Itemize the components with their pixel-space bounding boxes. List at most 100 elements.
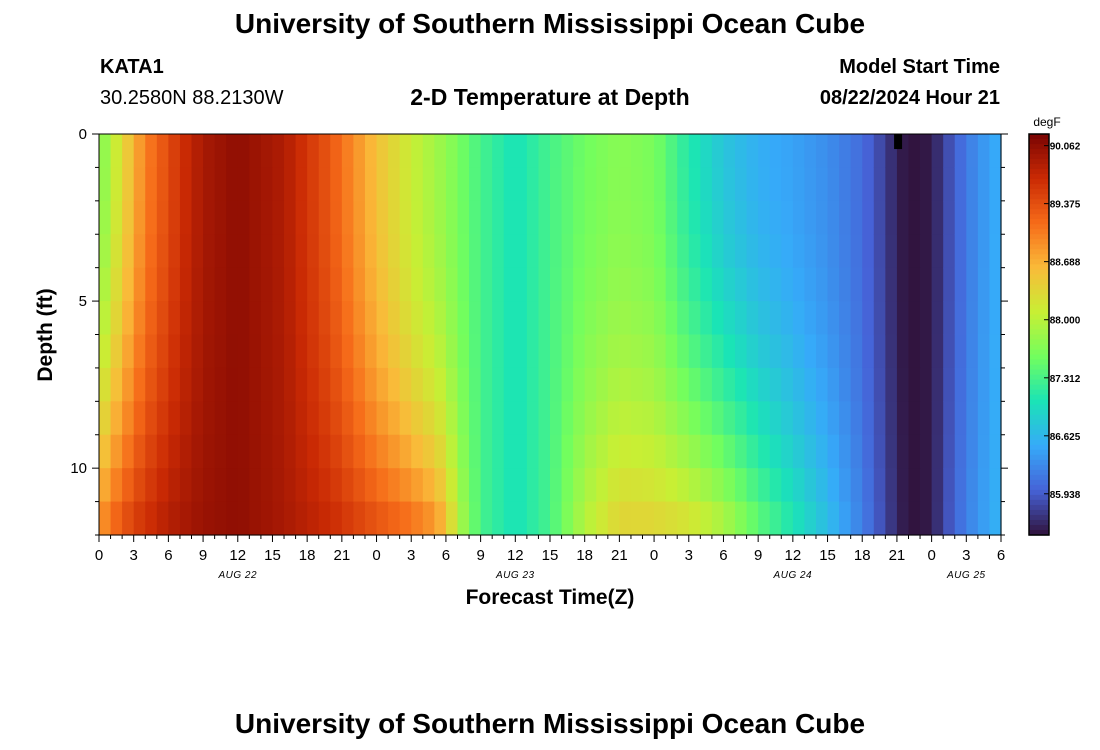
heatmap-cell: [688, 167, 701, 202]
heatmap-cell: [515, 301, 528, 336]
heatmap-cell: [203, 167, 216, 202]
heatmap-cell: [203, 134, 216, 169]
heatmap-cell: [746, 267, 759, 302]
heatmap-cell: [873, 501, 886, 536]
colorbar-cell: [1029, 234, 1049, 240]
heatmap-cell: [989, 134, 1002, 169]
heatmap-cell: [133, 167, 146, 202]
heatmap-cell: [815, 200, 829, 235]
heatmap-cell: [850, 200, 863, 235]
heatmap-cell: [781, 501, 794, 536]
heatmap-cell: [943, 501, 956, 536]
date-label: AUG 22: [217, 570, 257, 581]
heatmap-cell: [179, 200, 193, 235]
colorbar-cell: [1029, 229, 1049, 235]
heatmap-cell: [191, 234, 204, 269]
heatmap-cell: [156, 234, 169, 269]
heatmap-cell: [492, 267, 505, 302]
heatmap-cell: [619, 334, 632, 369]
heatmap-cell: [434, 367, 447, 402]
x-tick-label: 6: [997, 547, 1005, 564]
heatmap-cell: [388, 401, 401, 436]
heatmap-cell: [920, 434, 933, 469]
heatmap-cell: [341, 334, 355, 369]
heatmap-cell: [422, 501, 435, 536]
heatmap-cell: [376, 234, 389, 269]
heatmap-cell: [815, 301, 829, 336]
heatmap-cell: [607, 501, 620, 536]
heatmap-cell: [145, 468, 158, 503]
colorbar-cell: [1029, 164, 1049, 170]
heatmap-cell: [619, 367, 632, 402]
heatmap-cell: [388, 367, 401, 402]
heatmap-cell: [989, 367, 1002, 402]
x-tick-label: 6: [164, 547, 172, 564]
heatmap-cell: [850, 301, 863, 336]
heatmap-cell: [538, 501, 551, 536]
heatmap-cell: [677, 401, 690, 436]
heatmap-cell: [272, 234, 285, 269]
heatmap-cell: [445, 301, 459, 336]
heatmap-cell: [538, 334, 551, 369]
heatmap-cell: [260, 367, 274, 402]
heatmap-cell: [596, 134, 609, 169]
heatmap-cell: [804, 301, 817, 336]
colorbar-cell: [1029, 349, 1049, 356]
heatmap-cell: [827, 167, 840, 202]
heatmap-cell: [237, 301, 250, 336]
heatmap-cell: [908, 334, 921, 369]
heatmap-cell: [769, 401, 782, 436]
heatmap-cell: [203, 334, 216, 369]
heatmap-cell: [954, 501, 967, 536]
heatmap-cell: [353, 468, 366, 503]
heatmap-cell: [630, 134, 644, 169]
heatmap-cell: [596, 200, 609, 235]
heatmap-cell: [596, 301, 609, 336]
heatmap-cell: [977, 234, 991, 269]
heatmap-cell: [480, 134, 493, 169]
heatmap-cell: [526, 434, 540, 469]
heatmap-cell: [862, 167, 875, 202]
heatmap-cell: [480, 468, 493, 503]
heatmap-cell: [515, 200, 528, 235]
heatmap-cell: [515, 468, 528, 503]
heatmap-cell: [249, 301, 262, 336]
colorbar-cell: [1029, 284, 1049, 290]
heatmap-cell: [295, 167, 308, 202]
date-label: AUG 24: [773, 570, 813, 581]
heatmap-cell: [469, 367, 482, 402]
y-tick-label: 0: [79, 126, 87, 143]
heatmap-cell: [434, 401, 447, 436]
heatmap-cell: [445, 334, 459, 369]
heatmap-cell: [700, 468, 713, 503]
heatmap-cell: [353, 367, 366, 402]
heatmap-cell: [526, 200, 540, 235]
colorbar-cell: [1029, 384, 1049, 391]
heatmap-cells: [99, 134, 1002, 536]
heatmap-cell: [399, 401, 412, 436]
heatmap-cell: [735, 234, 748, 269]
heatmap-cell: [885, 468, 898, 503]
heatmap-cell: [781, 434, 794, 469]
colorbar-cell: [1029, 319, 1049, 326]
heatmap-cell: [758, 200, 771, 235]
heatmap-cell: [191, 367, 204, 402]
heatmap-cell: [168, 301, 181, 336]
heatmap-cell: [654, 267, 667, 302]
heatmap-cell: [596, 434, 609, 469]
heatmap-cell: [156, 267, 169, 302]
heatmap-cell: [573, 267, 586, 302]
heatmap-cell: [411, 134, 424, 169]
heatmap-cell: [804, 468, 817, 503]
heatmap-cell: [896, 301, 910, 336]
heatmap-cell: [584, 401, 597, 436]
heatmap-cell: [573, 134, 586, 169]
heatmap-cell: [272, 501, 285, 536]
heatmap-cell: [989, 334, 1002, 369]
heatmap-cell: [156, 367, 169, 402]
heatmap-cell: [156, 301, 169, 336]
heatmap-cell: [677, 167, 690, 202]
heatmap-cell: [330, 434, 343, 469]
heatmap-cell: [260, 434, 274, 469]
heatmap-cell: [480, 501, 493, 536]
